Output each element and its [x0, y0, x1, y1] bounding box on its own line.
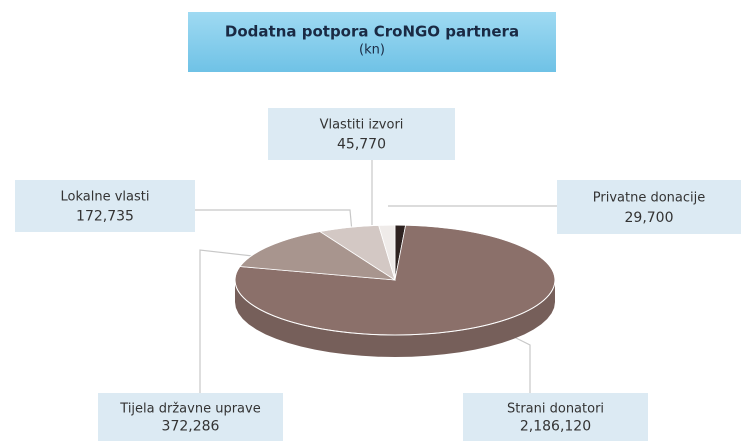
label-box	[268, 108, 455, 160]
value-label: 29,700	[625, 210, 674, 226]
value-label: 372,286	[162, 419, 220, 435]
label-box	[15, 180, 195, 232]
label-box	[463, 393, 648, 441]
chart-title: Dodatna potpora CroNGO partnera	[225, 23, 519, 41]
label-box	[98, 393, 283, 441]
value-label: 45,770	[337, 136, 386, 152]
leader-line	[199, 249, 271, 393]
category-label: Tijela državne uprave	[119, 401, 260, 416]
category-label: Vlastiti izvori	[320, 118, 404, 133]
category-label: Strani donatori	[507, 401, 604, 416]
value-label: 172,735	[76, 208, 134, 224]
pie-rim	[234, 224, 556, 336]
pie-side	[235, 280, 555, 357]
chart-subtitle: (kn)	[359, 43, 385, 58]
value-label: 2,186,120	[520, 419, 591, 435]
category-label: Lokalne vlasti	[61, 190, 150, 205]
label-box	[557, 180, 741, 234]
title-box	[188, 12, 556, 72]
leader-line	[195, 209, 353, 233]
category-label: Privatne donacije	[593, 190, 705, 205]
